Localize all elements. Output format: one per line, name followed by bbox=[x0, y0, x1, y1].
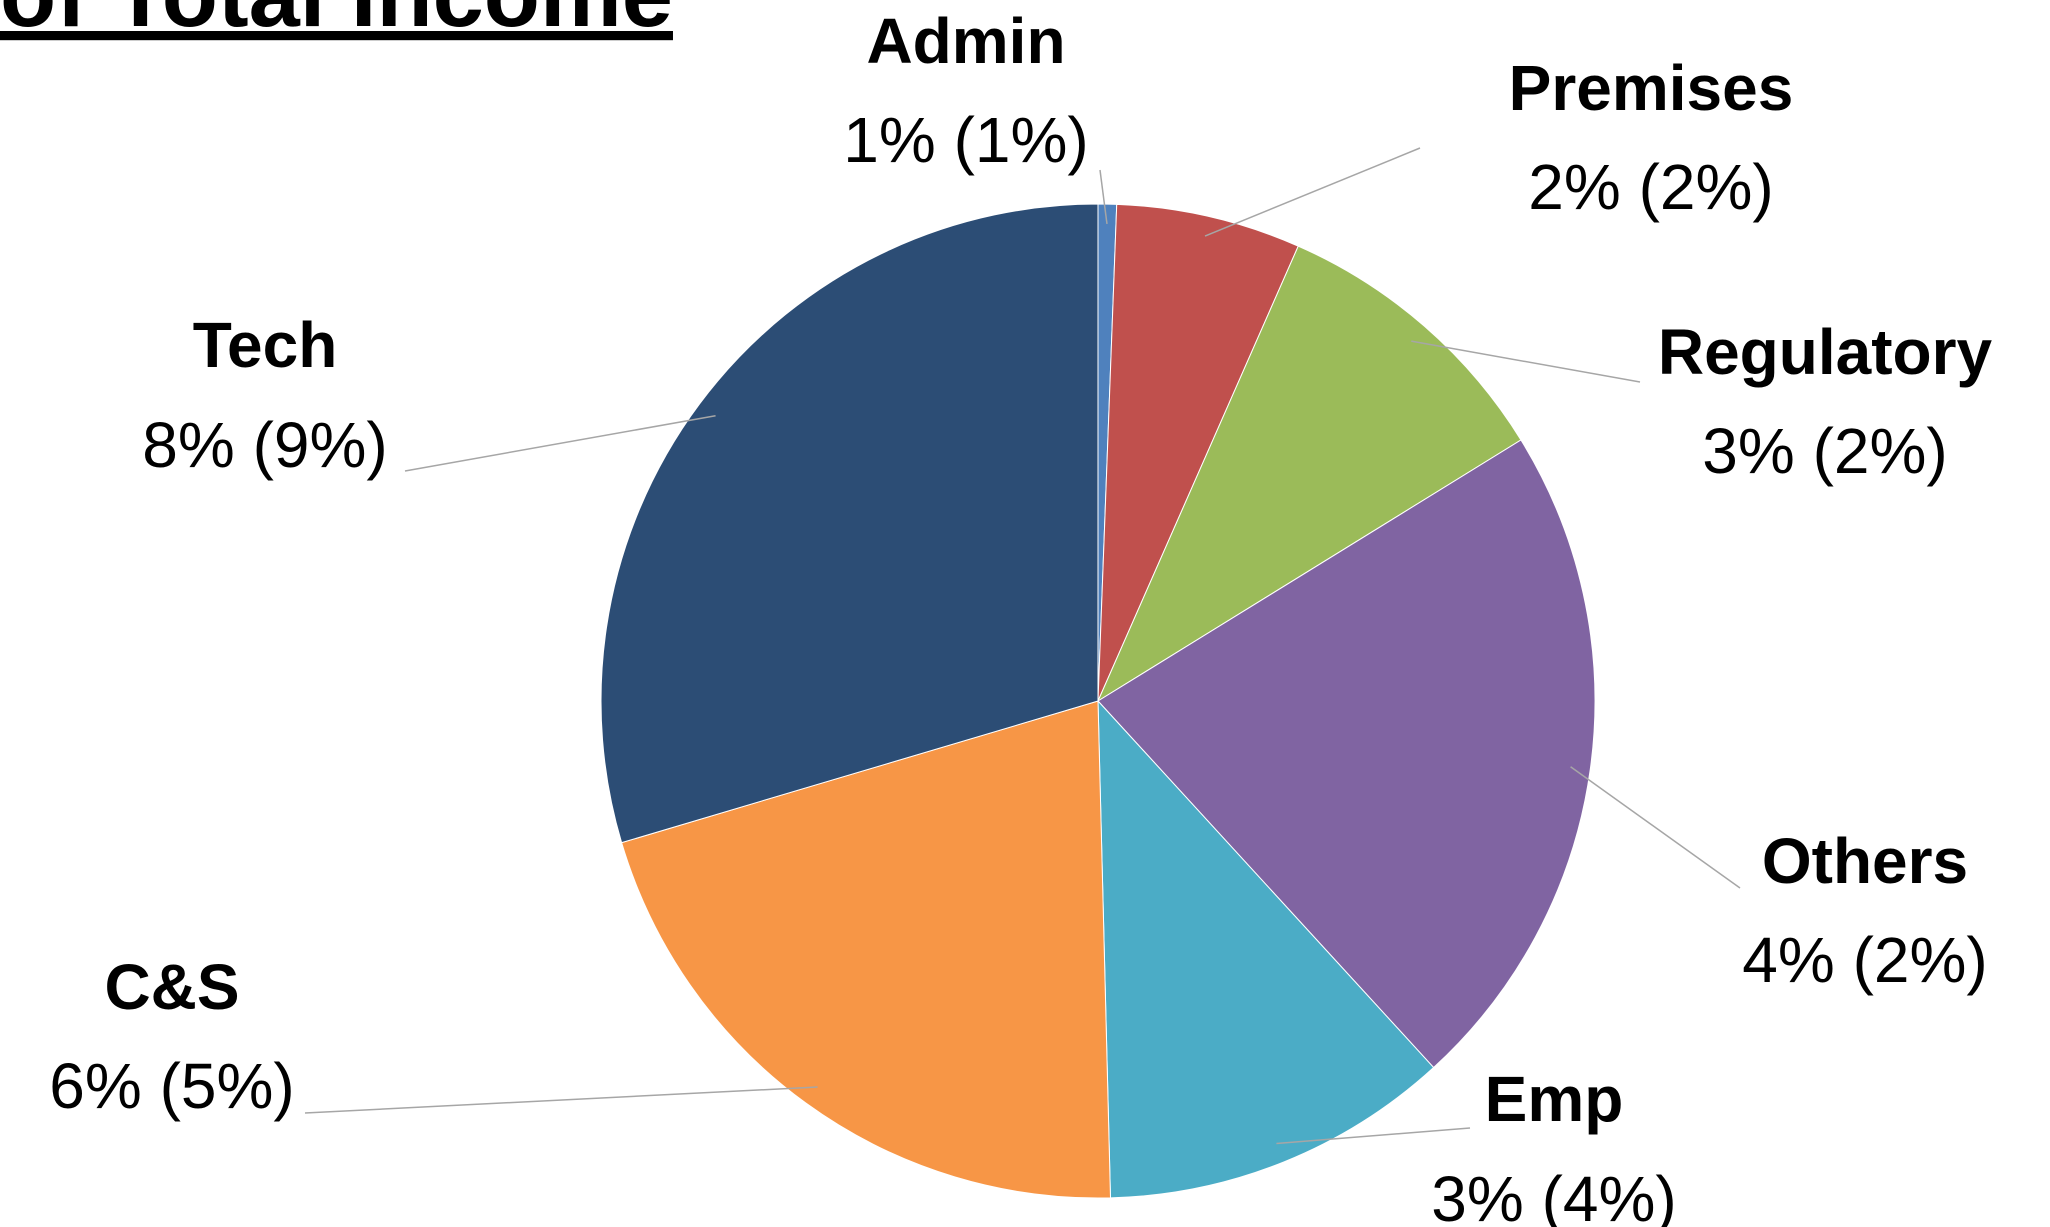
slice-annotation: 3% (4%) bbox=[1431, 1163, 1676, 1227]
leader-line bbox=[304, 1086, 818, 1114]
leader-line bbox=[1204, 147, 1421, 237]
slice-label: Regulatory bbox=[1658, 316, 1993, 388]
slice-label: Others bbox=[1762, 825, 1968, 897]
leader-line bbox=[1570, 766, 1741, 889]
pie-slice bbox=[1096, 245, 1522, 703]
slice-annotation: 8% (9%) bbox=[142, 409, 387, 481]
slice-label: Premises bbox=[1509, 52, 1794, 124]
slice-annotation: 4% (2%) bbox=[1742, 924, 1987, 996]
slice-annotation: 6% (5%) bbox=[49, 1050, 294, 1122]
slice-annotation: 3% (2%) bbox=[1702, 415, 1947, 487]
slice-label: Emp bbox=[1485, 1063, 1624, 1135]
slice-annotation: 2% (2%) bbox=[1528, 151, 1773, 223]
pie-slice bbox=[1097, 203, 1299, 702]
pie-slice bbox=[1097, 439, 1596, 1069]
slice-label: Admin bbox=[866, 5, 1065, 77]
pie-slice bbox=[600, 203, 1099, 844]
chart-title: of Total Income bbox=[0, 0, 673, 46]
slice-annotation: 1% (1%) bbox=[843, 104, 1088, 176]
leader-line bbox=[1411, 340, 1641, 383]
slice-label: Tech bbox=[193, 309, 338, 381]
pie-slice bbox=[1097, 699, 1435, 1199]
pie-slice bbox=[620, 700, 1112, 1199]
leader-line bbox=[404, 414, 716, 472]
slice-label: C&S bbox=[104, 951, 239, 1023]
leader-line bbox=[1276, 1127, 1471, 1145]
leader-line bbox=[1099, 169, 1108, 225]
